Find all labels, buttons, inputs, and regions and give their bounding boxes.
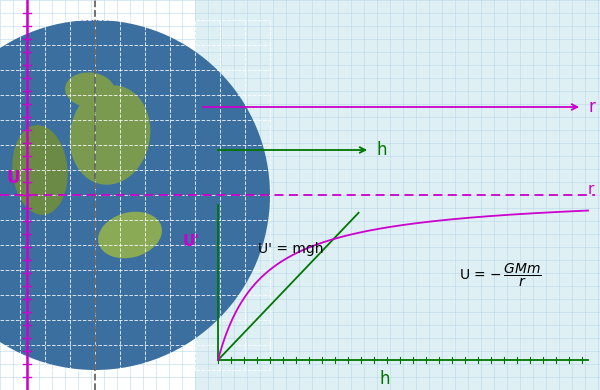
Bar: [195, 0, 600, 390]
Text: h: h: [379, 370, 390, 388]
Ellipse shape: [13, 125, 68, 215]
Circle shape: [0, 20, 270, 370]
Text: U = $-\,\dfrac{GMm}{r}$: U = $-\,\dfrac{GMm}{r}$: [458, 261, 541, 289]
Text: U' = mgh: U' = mgh: [258, 242, 323, 256]
Text: r: r: [588, 98, 595, 116]
Ellipse shape: [98, 212, 162, 258]
Text: h: h: [376, 141, 386, 159]
Text: U: U: [6, 169, 19, 187]
Ellipse shape: [70, 85, 151, 185]
Text: r: r: [588, 181, 595, 197]
Ellipse shape: [65, 73, 115, 108]
Text: U': U': [183, 234, 200, 250]
